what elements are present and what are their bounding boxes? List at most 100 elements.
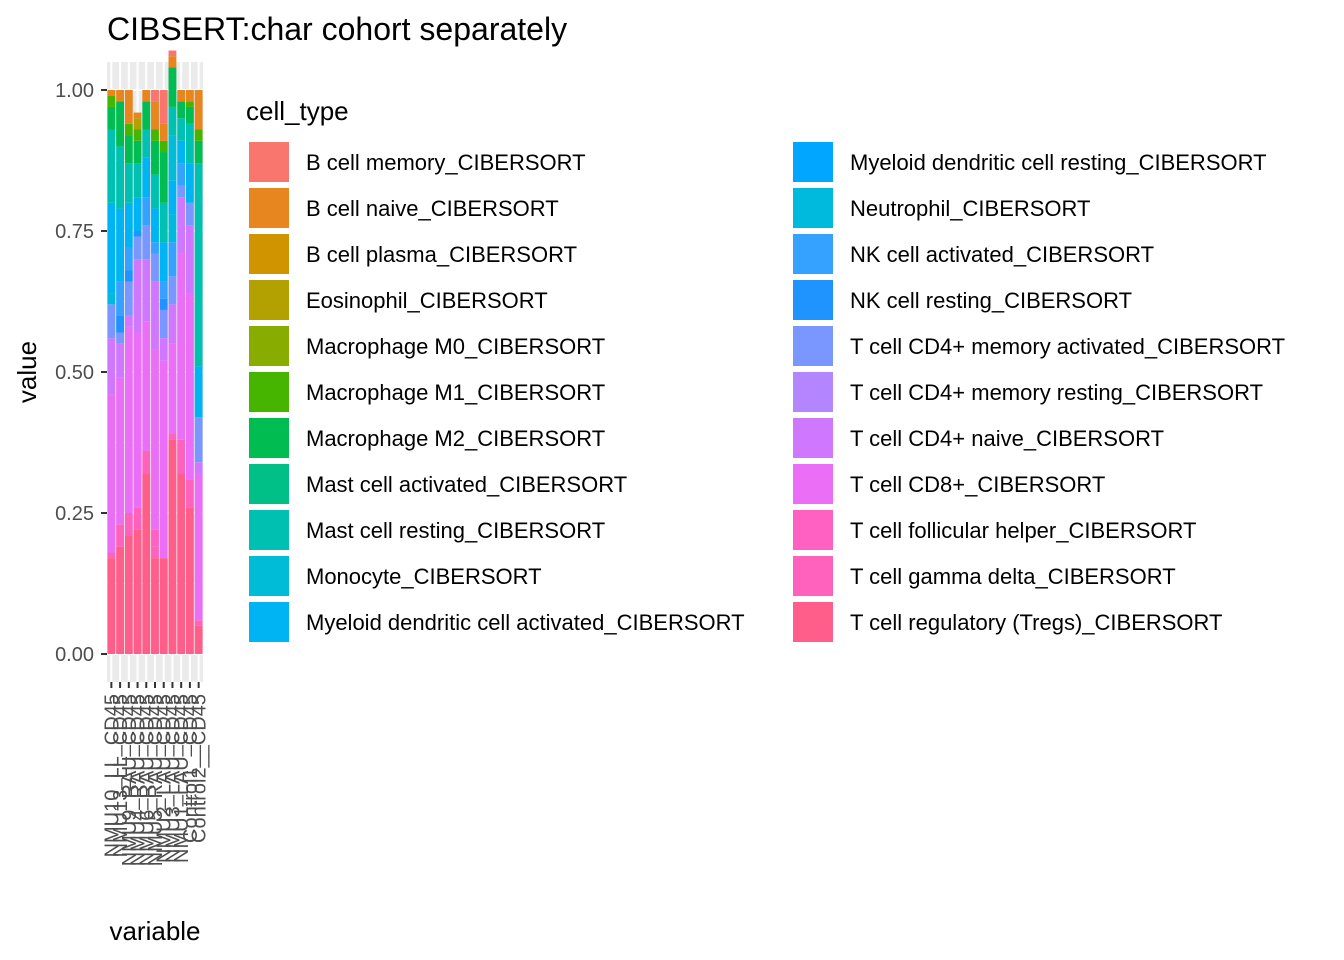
legend-label: Macrophage M0_CIBERSORT xyxy=(306,334,606,359)
legend-key-swatch xyxy=(792,555,834,597)
bar-segment xyxy=(107,90,116,96)
legend-key-swatch xyxy=(792,325,834,367)
legend-key-swatch xyxy=(248,417,290,459)
bar-segment xyxy=(116,101,125,147)
bar-segment xyxy=(107,106,116,130)
bar-segment xyxy=(151,349,159,530)
bar-segment xyxy=(177,185,186,198)
bar-segment xyxy=(151,529,159,547)
bar-segment xyxy=(107,129,116,203)
bar-segment xyxy=(107,558,116,654)
bar-segment xyxy=(168,214,177,243)
legend-label: Monocyte_CIBERSORT xyxy=(306,564,542,589)
bar-segment xyxy=(116,208,125,282)
legend-key-swatch xyxy=(248,463,290,505)
bar-segment xyxy=(116,90,125,102)
legend-label: T cell CD4+ naive_CIBERSORT xyxy=(850,426,1165,451)
bar-segment xyxy=(107,293,116,305)
bar-segment xyxy=(159,281,168,299)
bar-segment xyxy=(185,507,194,654)
legend-label: Eosinophil_CIBERSORT xyxy=(306,288,548,313)
x-tick-label: Control1__CD45 xyxy=(180,694,202,843)
bar-segment xyxy=(168,242,177,277)
bar-segment xyxy=(116,546,125,654)
bar-segment xyxy=(124,135,133,164)
bar-segment xyxy=(185,293,194,480)
legend-label: T cell follicular helper_CIBERSORT xyxy=(850,518,1197,543)
bar-segment xyxy=(151,208,159,243)
bar-segment xyxy=(133,129,142,141)
bar-segment xyxy=(194,366,203,418)
bar-segment xyxy=(168,106,177,136)
bar-segment xyxy=(151,129,159,141)
bar-segment xyxy=(124,123,133,136)
y-tick-label: 0.00 xyxy=(55,644,94,666)
bar-segment xyxy=(133,332,142,508)
legend-key-swatch xyxy=(248,141,290,183)
x-tick-label: NMU5_RAU_CD45 xyxy=(145,694,167,866)
bar-segment xyxy=(116,281,125,316)
bar-segment xyxy=(194,417,203,463)
legend-key-swatch xyxy=(792,417,834,459)
x-tick-label: NMU10_LL_CD45 xyxy=(101,694,123,857)
y-axis: 0.00 0.25 0.50 0.75 1.00 xyxy=(55,80,107,666)
bar-segment xyxy=(142,90,151,102)
bar-segment xyxy=(133,507,142,530)
bar-segment xyxy=(159,202,168,243)
bar-segment xyxy=(124,326,133,513)
bar-segment xyxy=(194,129,203,141)
bar-segment xyxy=(177,439,186,474)
y-tick-label: 0.25 xyxy=(55,503,94,525)
y-tick-label: 1.00 xyxy=(55,80,94,102)
bar-segment xyxy=(116,315,125,333)
bar-segment xyxy=(116,146,125,209)
legend-key-swatch xyxy=(248,601,290,643)
bar-segment xyxy=(142,197,151,226)
bar-segment xyxy=(124,281,133,316)
bar-segment xyxy=(116,377,125,525)
legend-label: T cell CD4+ memory activated_CIBERSORT xyxy=(850,334,1286,359)
bar-segment xyxy=(151,90,159,102)
bar-segment xyxy=(124,535,133,654)
bar-segment xyxy=(185,101,194,107)
bar-segment xyxy=(194,140,203,164)
legend-key-swatch xyxy=(792,187,834,229)
bar-segment xyxy=(177,118,186,141)
bar-segment xyxy=(185,225,194,294)
legend-label: Neutrophil_CIBERSORT xyxy=(850,196,1091,221)
legend-key-swatch xyxy=(792,601,834,643)
bar-segment xyxy=(133,259,142,333)
bar-segment xyxy=(185,90,194,102)
legend-key-swatch xyxy=(792,141,834,183)
bar-segment xyxy=(151,253,159,282)
bar-segment xyxy=(124,270,133,282)
legend-label: T cell gamma delta_CIBERSORT xyxy=(850,564,1176,589)
bar-segment xyxy=(107,394,116,553)
bar-segment xyxy=(159,309,168,339)
y-axis-label: value xyxy=(12,341,42,403)
bar-segment xyxy=(159,152,168,203)
bar-segment xyxy=(107,304,116,339)
bar-segment xyxy=(124,163,133,203)
legend-label: T cell CD4+ memory resting_CIBERSORT xyxy=(850,380,1264,405)
chart-title: CIBSERT:char cohort separately xyxy=(107,11,567,47)
bar-segment xyxy=(133,163,142,198)
legend-label: B cell memory_CIBERSORT xyxy=(306,150,586,175)
bar-segment xyxy=(124,202,133,248)
bar-segment xyxy=(142,225,151,260)
bar-segment xyxy=(116,524,125,547)
legend-label: Macrophage M1_CIBERSORT xyxy=(306,380,606,405)
bar-segment xyxy=(177,197,186,254)
x-tick-label: NMU3_LAU_CD45 xyxy=(162,694,184,863)
bar-segment xyxy=(185,163,194,203)
bar-segment xyxy=(194,473,203,621)
bar-segment xyxy=(142,473,151,654)
bar-segment xyxy=(168,67,177,107)
legend-label: T cell regulatory (Tregs)_CIBERSORT xyxy=(850,610,1223,635)
bar-segment xyxy=(142,129,151,158)
x-tick-label: Control2__CD45 xyxy=(189,694,211,843)
x-tick-label: NMU4_RAU_CD45 xyxy=(128,694,150,866)
bar-segment xyxy=(151,174,159,209)
bar-segment xyxy=(133,118,142,130)
bar-segment xyxy=(168,439,177,654)
